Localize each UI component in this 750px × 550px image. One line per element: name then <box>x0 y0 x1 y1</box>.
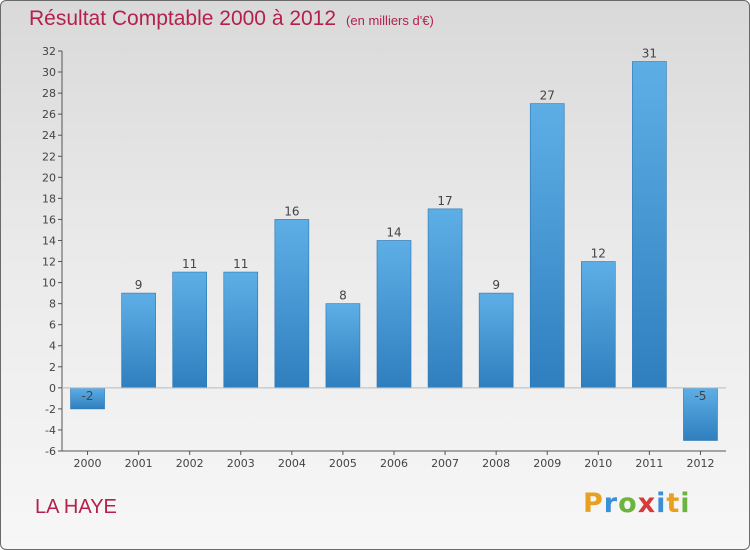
x-tick-label: 2004 <box>278 457 306 470</box>
bar <box>172 271 207 389</box>
bar <box>376 240 412 389</box>
y-tick-label: 22 <box>42 150 56 163</box>
logo-letter: o <box>618 488 638 519</box>
title-text: Résultat Comptable 2000 à 2012 <box>29 7 337 30</box>
logo-letter: i <box>680 488 691 519</box>
bar <box>121 292 156 389</box>
data-label: 14 <box>386 225 401 239</box>
x-tick-label: 2002 <box>176 457 204 470</box>
bar <box>274 219 310 389</box>
y-tick-label: 0 <box>49 382 56 395</box>
bar <box>683 387 718 441</box>
x-tick-label: 2009 <box>533 457 561 470</box>
y-tick-label: 26 <box>42 108 56 121</box>
y-tick-label: 8 <box>49 298 56 311</box>
y-tick-label: 12 <box>42 256 56 269</box>
y-tick-label: 16 <box>42 213 56 226</box>
data-label: 9 <box>492 278 500 292</box>
x-tick-label: 2003 <box>227 457 255 470</box>
bar <box>478 292 514 389</box>
y-tick-label: 6 <box>49 319 56 332</box>
x-tick-label: 2012 <box>686 457 714 470</box>
x-axis: 2000 2001 2002 2003 2004 2005 2006 2007 2008 2009… <box>62 387 726 470</box>
x-tick-label: 2007 <box>431 457 459 470</box>
y-tick-label: 30 <box>42 66 56 79</box>
city-label: LA HAYE <box>35 496 117 518</box>
logo-letter: i <box>656 488 667 519</box>
logo-letter: P <box>583 488 604 519</box>
proxiti-logo: Proxiti <box>583 488 691 519</box>
data-label: 27 <box>540 89 555 103</box>
data-label: -2 <box>82 389 94 403</box>
y-tick-label: 14 <box>42 234 56 247</box>
x-tick-label: 2008 <box>482 457 510 470</box>
bar <box>223 271 259 389</box>
logo-letter: r <box>603 488 619 519</box>
x-tick-label: 2011 <box>635 457 663 470</box>
bar <box>632 61 667 389</box>
logo-letter: x <box>637 488 657 519</box>
chart-title: Résultat Comptable 2000 à 2012 (en millie… <box>29 7 434 31</box>
data-label: 17 <box>437 194 452 208</box>
y-tick-label: -6 <box>45 445 56 458</box>
bar <box>325 303 361 389</box>
bar <box>581 261 616 389</box>
y-tick-label: 18 <box>42 192 56 205</box>
x-tick-label: 2001 <box>125 457 153 470</box>
bar <box>427 208 463 389</box>
y-tick-label: 2 <box>49 361 56 374</box>
y-tick-label: 28 <box>42 87 56 100</box>
data-label: 11 <box>233 257 248 271</box>
data-label: 31 <box>642 47 657 61</box>
x-tick-label: 2005 <box>329 457 357 470</box>
y-tick-label: 10 <box>42 277 56 290</box>
data-label: 16 <box>284 204 299 218</box>
x-tick-label: 2006 <box>380 457 408 470</box>
bar <box>529 103 565 389</box>
y-tick-label: -2 <box>45 403 56 416</box>
data-label: 8 <box>339 289 347 303</box>
y-tick-label: 24 <box>42 129 56 142</box>
chart-subtitle: (en milliers d'€) <box>346 13 434 28</box>
x-tick-label: 2000 <box>74 457 102 470</box>
x-tick-label: 2010 <box>584 457 612 470</box>
y-tick-label: 4 <box>49 340 56 353</box>
y-tick-label: -4 <box>45 424 56 437</box>
data-label: 11 <box>182 257 197 271</box>
data-label: 12 <box>591 247 606 261</box>
bars: -2 9 11 11 16 8 14 17 9 27 12 31 -5 <box>70 47 718 441</box>
y-tick-label: 32 <box>42 45 56 58</box>
data-label: -5 <box>694 389 706 403</box>
y-tick-label: 20 <box>42 171 56 184</box>
data-label: 9 <box>135 278 143 292</box>
logo-letter: t <box>666 488 681 519</box>
